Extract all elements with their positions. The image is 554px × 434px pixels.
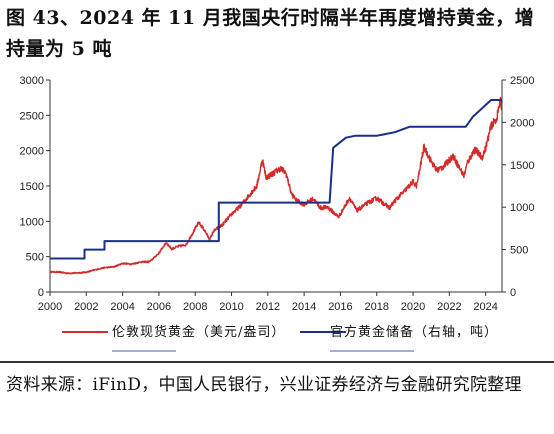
y-right-tick-label: 0: [510, 287, 516, 299]
y-left-tick-label: 2000: [20, 146, 44, 158]
y-right-tick-label: 1000: [510, 202, 534, 214]
y-right-tick-label: 1500: [510, 160, 534, 172]
x-tick-label: 2022: [437, 301, 461, 313]
y-left-tick-label: 500: [26, 252, 44, 264]
source-note: 资料来源：iFinD，中国人民银行，兴业证券经济与金融研究院整理: [6, 375, 522, 395]
x-tick-label: 2024: [473, 301, 497, 313]
legend-swatch-gold: [62, 331, 108, 333]
series-line-gold-price: [50, 96, 502, 275]
chart-series: [50, 96, 502, 275]
legend-swatch-reserve: [300, 331, 346, 333]
x-tick-label: 2004: [110, 301, 134, 313]
y-left-tick-label: 3000: [20, 75, 44, 87]
series-line-gold-reserve: [50, 99, 502, 260]
y-right-tick-label: 2500: [510, 75, 534, 87]
x-tick-label: 2000: [38, 301, 62, 313]
chart-tick-labels: 0 500 1000 1500 2000 2500 3000 0 500 1000 1500 2000…: [20, 75, 535, 313]
y-left-tick-label: 1500: [20, 181, 44, 193]
legend-label-gold: 伦敦现货黄金（美元/盎司）: [112, 325, 286, 340]
y-left-tick-label: 0: [38, 287, 44, 299]
chart-title: 图 43、2024 年 11 月我国央行时隔半年再度增持黄金，增持量为 5 吨: [6, 7, 535, 60]
divider-rule: [0, 361, 554, 363]
chart-axes: [46, 79, 506, 296]
y-right-tick-label: 2000: [510, 117, 534, 129]
x-tick-label: 2016: [328, 301, 352, 313]
y-left-tick-label: 1000: [20, 216, 44, 228]
x-tick-label: 2020: [401, 301, 425, 313]
x-tick-label: 2006: [147, 301, 171, 313]
y-right-tick-label: 500: [510, 245, 528, 257]
chart-area: 0 500 1000 1500 2000 2500 3000 0 500 1000 1500 2000…: [0, 68, 554, 368]
y-left-tick-label: 2500: [20, 110, 44, 122]
chart-svg: 0 500 1000 1500 2000 2500 3000 0 500 1000 1500 2000…: [20, 75, 535, 313]
x-tick-label: 2010: [219, 301, 243, 313]
legend-underline-gold: [112, 350, 176, 352]
x-tick-label: 2018: [365, 301, 389, 313]
legend-underline-reserve: [330, 350, 414, 352]
x-tick-label: 2008: [183, 301, 207, 313]
x-tick-label: 2014: [292, 301, 316, 313]
x-tick-label: 2012: [256, 301, 280, 313]
x-tick-label: 2002: [74, 301, 98, 313]
legend-label-reserve: 官方黄金储备（右轴，吨）: [330, 325, 499, 340]
